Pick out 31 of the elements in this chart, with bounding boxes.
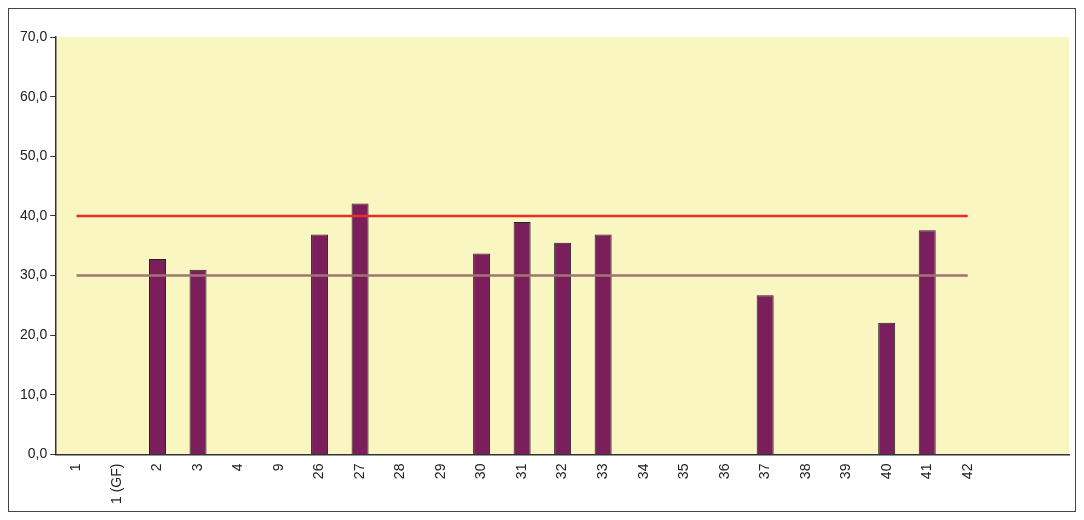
- y-tick-label: 10,0: [20, 385, 48, 402]
- x-tick-label: 39: [837, 463, 854, 480]
- x-tick-label: 1: [67, 463, 84, 472]
- x-tick-label: 28: [391, 463, 408, 480]
- y-tick-label: 60,0: [20, 87, 48, 104]
- x-tick-label: 26: [310, 463, 327, 480]
- y-tick-label: 50,0: [20, 147, 48, 164]
- x-tick-label: 29: [431, 463, 448, 480]
- y-tick-label: 40,0: [20, 206, 48, 223]
- x-tick-label: 33: [593, 463, 610, 480]
- x-tick-label: 42: [958, 463, 975, 480]
- x-tick-label: 27: [350, 463, 367, 480]
- x-tick-label: 36: [715, 463, 732, 480]
- x-tick-label: 4: [229, 463, 246, 472]
- x-tick-label: 1 (GF): [107, 463, 124, 505]
- y-tick-label: 30,0: [20, 266, 48, 283]
- x-tick-label: 2: [148, 463, 165, 472]
- y-tick-label: 0,0: [27, 445, 48, 462]
- x-tick-label: 30: [472, 463, 489, 480]
- y-tick-label: 70,0: [20, 27, 48, 44]
- x-tick-label: 37: [756, 463, 773, 480]
- x-tick-label: 9: [269, 463, 286, 472]
- x-tick-label: 31: [512, 463, 529, 480]
- x-tick-label: 38: [796, 463, 813, 480]
- x-tick-label: 3: [188, 463, 205, 472]
- x-tick-label: 35: [675, 463, 692, 480]
- x-tick-label: 40: [877, 463, 894, 480]
- x-tick-label: 34: [634, 463, 651, 480]
- x-tick-label: 32: [553, 463, 570, 480]
- x-tick-label: 41: [918, 463, 935, 480]
- y-tick-label: 20,0: [20, 326, 48, 343]
